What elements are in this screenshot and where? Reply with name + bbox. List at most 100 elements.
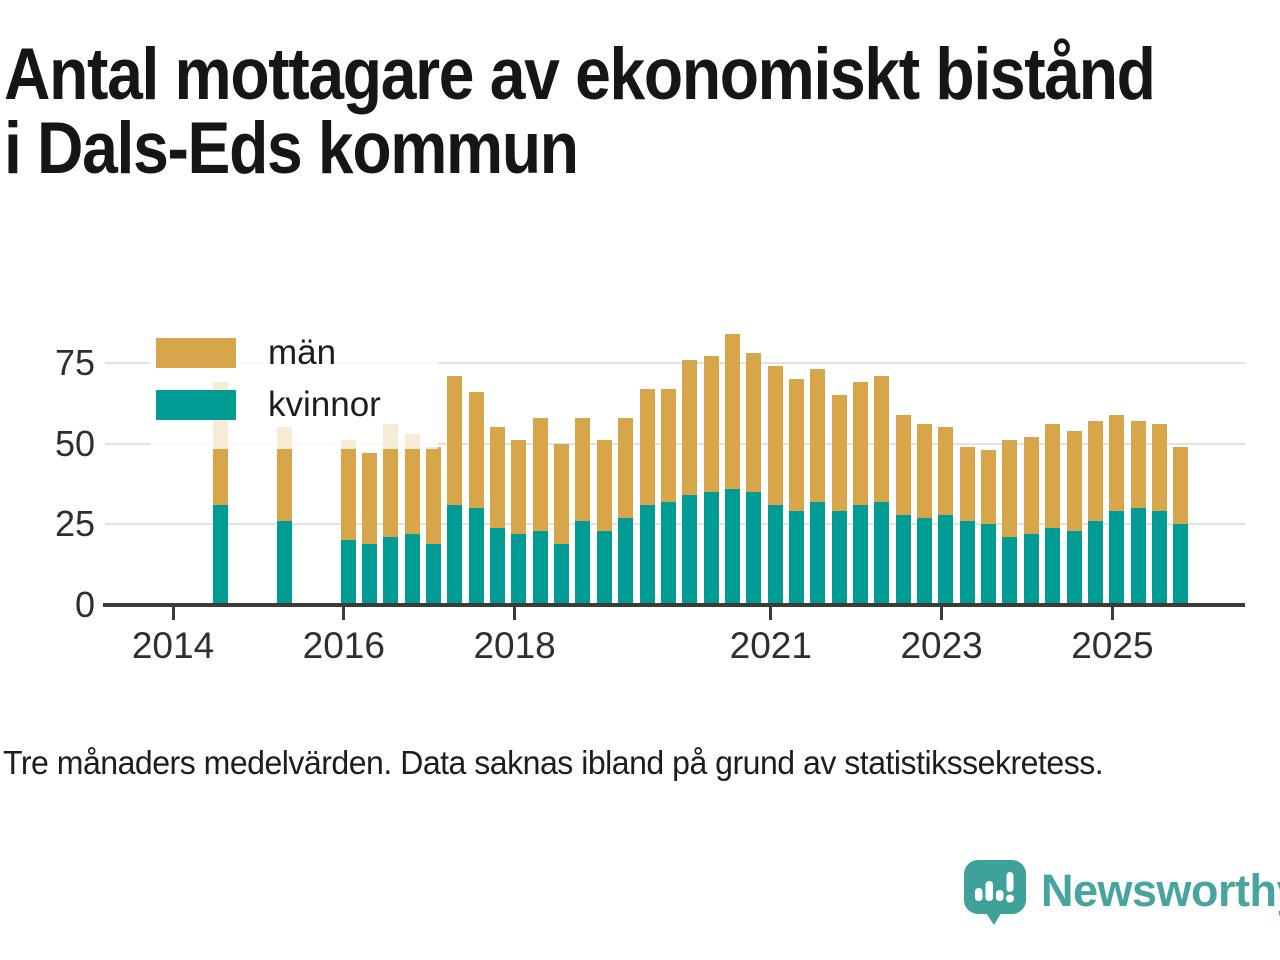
bar-2024-Q1 xyxy=(1023,437,1039,605)
bar-segment-kvinnor xyxy=(618,517,634,605)
bar-segment-man xyxy=(874,375,890,502)
bar-2025-Q4 xyxy=(1173,446,1189,605)
bar-segment-man xyxy=(1066,430,1082,531)
bar-segment-man xyxy=(1130,421,1146,509)
bar-2016-Q4 xyxy=(404,433,420,605)
bar-segment-man xyxy=(1109,414,1125,512)
bar-2019-Q1 xyxy=(596,440,612,605)
bar-2020-Q3 xyxy=(724,333,740,605)
bar-segment-man xyxy=(660,388,676,502)
bar-segment-man xyxy=(788,379,804,512)
bar-segment-man xyxy=(1173,446,1189,525)
chart-title-line2: i Dals-Eds kommun xyxy=(4,108,579,190)
bar-segment-kvinnor xyxy=(660,501,676,605)
bar-segment-man xyxy=(532,417,548,531)
bar-segment-man xyxy=(383,424,399,538)
bar-2020-Q4 xyxy=(746,353,762,605)
bar-segment-man xyxy=(490,427,506,528)
bar-segment-man xyxy=(746,353,762,493)
bar-segment-man xyxy=(831,395,847,512)
bar-2018-Q1 xyxy=(511,440,527,605)
bar-segment-man xyxy=(618,417,634,518)
bar-segment-kvinnor xyxy=(511,533,527,605)
bar-segment-kvinnor xyxy=(1087,521,1103,605)
legend-item-man: män xyxy=(156,335,438,371)
bar-2017-Q3 xyxy=(468,391,484,605)
legend-label-kvinnor: kvinnor xyxy=(268,385,381,424)
bar-segment-kvinnor xyxy=(895,514,911,605)
bar-segment-man xyxy=(1087,421,1103,522)
x-axis-label-2018: 2018 xyxy=(473,625,556,666)
bar-segment-kvinnor xyxy=(1173,524,1189,605)
bar-segment-kvinnor xyxy=(404,533,420,605)
bar-segment-man xyxy=(895,414,911,515)
bar-segment-man xyxy=(853,382,868,505)
bar-segment-man xyxy=(938,427,954,515)
bar-segment-man xyxy=(361,453,377,544)
bar-2022-Q2 xyxy=(874,375,890,605)
bar-segment-man xyxy=(639,388,655,505)
bar-segment-kvinnor xyxy=(1002,537,1018,605)
bar-2023-Q3 xyxy=(981,450,997,605)
bar-segment-kvinnor xyxy=(788,511,804,605)
chart-title: Antal mottagare av ekonomiskt bistånd i … xyxy=(4,34,1262,190)
bar-2022-Q4 xyxy=(917,424,933,605)
bar-segment-man xyxy=(767,366,783,505)
bar-2022-Q3 xyxy=(895,414,911,605)
bar-segment-man xyxy=(575,417,591,522)
bar-segment-kvinnor xyxy=(831,511,847,605)
bar-segment-man xyxy=(724,333,740,489)
brand-name: Newsworthy xyxy=(1041,865,1280,916)
bar-2017-Q2 xyxy=(447,375,463,605)
bar-2019-Q2 xyxy=(618,417,634,605)
bar-segment-kvinnor xyxy=(917,517,933,605)
x-axis-tick-2021 xyxy=(769,607,773,620)
bar-segment-kvinnor xyxy=(554,543,570,605)
bar-2025-Q3 xyxy=(1151,424,1167,605)
x-axis-tick-2014 xyxy=(171,607,175,620)
x-axis-label-2025: 2025 xyxy=(1071,625,1154,666)
x-axis-label-2021: 2021 xyxy=(729,625,812,666)
legend-swatch-kvinnor xyxy=(156,390,236,420)
bar-segment-kvinnor xyxy=(981,524,997,605)
bar-2021-Q1 xyxy=(767,366,783,605)
bar-2020-Q1 xyxy=(682,359,698,605)
bar-2021-Q4 xyxy=(831,395,847,605)
y-axis-label-50: 50 xyxy=(54,422,95,464)
bar-segment-kvinnor xyxy=(340,540,356,605)
bar-segment-kvinnor xyxy=(810,501,826,605)
gridline-y-75 xyxy=(105,361,1245,364)
bar-2016-Q2 xyxy=(361,453,377,605)
bar-segment-kvinnor xyxy=(853,504,868,605)
newsworthy-logo-icon xyxy=(964,860,1026,925)
bar-segment-kvinnor xyxy=(767,504,783,605)
bar-2023-Q4 xyxy=(1002,440,1018,605)
bar-segment-kvinnor xyxy=(468,508,484,605)
bar-segment-kvinnor xyxy=(276,521,292,605)
bar-2023-Q1 xyxy=(938,427,954,605)
bar-segment-kvinnor xyxy=(1130,508,1146,605)
bar-segment-kvinnor xyxy=(383,537,399,605)
bar-2024-Q4 xyxy=(1087,421,1103,605)
bar-segment-kvinnor xyxy=(1045,527,1061,605)
bar-segment-man xyxy=(917,424,933,518)
bar-2020-Q2 xyxy=(703,356,719,605)
chart-title-line1: Antal mottagare av ekonomiskt bistånd xyxy=(4,34,1156,115)
bar-segment-kvinnor xyxy=(1023,533,1039,605)
plot-area xyxy=(103,325,1245,607)
y-axis-label-75: 75 xyxy=(54,341,95,383)
y-axis-label-0: 0 xyxy=(74,584,95,625)
x-axis-tick-2025 xyxy=(1110,607,1114,620)
bar-segment-man xyxy=(554,443,570,544)
legend-item-kvinnor: kvinnor xyxy=(156,387,438,423)
legend-label-man: män xyxy=(268,333,337,372)
legend-swatch-man xyxy=(156,338,236,368)
bar-segment-man xyxy=(981,450,997,525)
bar-segment-kvinnor xyxy=(532,530,548,605)
bar-2022-Q1 xyxy=(853,382,868,605)
bar-segment-kvinnor xyxy=(639,504,655,605)
bar-2025-Q1 xyxy=(1109,414,1125,605)
bar-segment-man xyxy=(468,391,484,509)
x-axis-tick-2016 xyxy=(342,607,346,620)
